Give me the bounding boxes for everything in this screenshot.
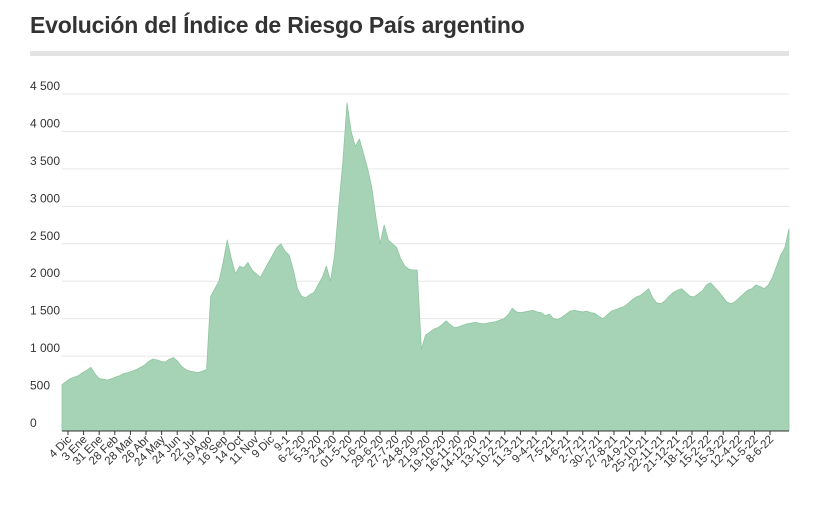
y-tick-label: 4 000: [30, 116, 60, 130]
chart-title: Evolución del Índice de Riesgo País arge…: [30, 12, 525, 38]
y-tick-label: 3 000: [30, 191, 60, 205]
y-axis-ticks: 0 500 1 000 1 500 2 000 2 500 3 000 3 500 4 000 4…: [30, 79, 60, 430]
series-area: [61, 102, 790, 432]
y-tick-label: 2 500: [30, 229, 60, 243]
y-tick-label: 500: [30, 379, 50, 393]
series-area-group: [61, 102, 790, 432]
title-divider: [30, 51, 789, 56]
y-tick-label: 3 500: [30, 154, 60, 168]
y-tick-label: 1 000: [30, 341, 60, 355]
y-tick-label: 1 500: [30, 304, 60, 318]
y-tick-label: 4 500: [30, 79, 60, 93]
y-tick-label: 2 000: [30, 266, 60, 280]
y-tick-label: 0: [30, 416, 37, 430]
